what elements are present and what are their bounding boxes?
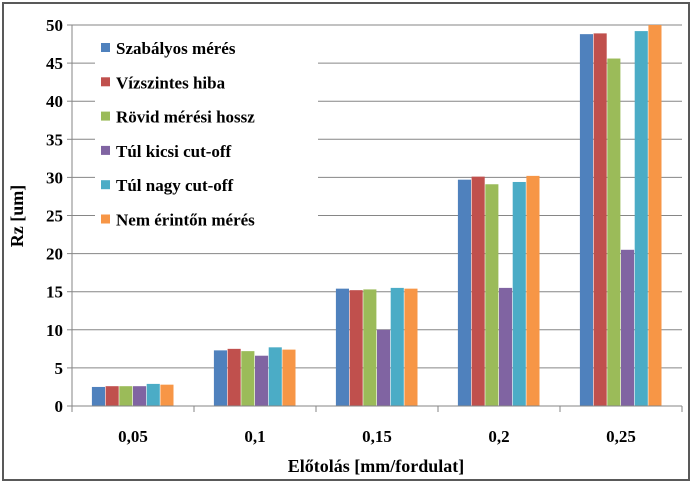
bar <box>213 350 227 406</box>
bar <box>499 287 513 406</box>
y-tick-label: 45 <box>46 54 63 73</box>
legend-entry: Vízszintes hiba <box>116 73 226 92</box>
bar <box>390 287 404 406</box>
axes <box>71 25 683 412</box>
bar <box>593 33 607 407</box>
bar <box>241 351 255 406</box>
bar <box>634 31 648 406</box>
bar <box>607 58 621 406</box>
legend-entry: Túl kicsi cut-off <box>116 142 232 161</box>
bar <box>526 175 540 406</box>
legend-entry: Szabályos mérés <box>116 39 236 58</box>
bar <box>160 384 174 406</box>
bar <box>512 181 526 406</box>
bar <box>621 249 635 406</box>
y-tick-label: 40 <box>46 92 63 111</box>
y-tick-labels: 0 5 10 15 20 25 30 35 40 45 50 <box>46 16 63 416</box>
legend-swatch <box>101 111 110 121</box>
bar <box>105 386 119 406</box>
x-axis-title: Előtolás [mm/fordulat] <box>288 456 464 476</box>
bar <box>404 288 418 406</box>
bar <box>91 386 105 406</box>
y-tick-label: 15 <box>46 283 63 302</box>
x-tick-labels: 0,05 0,1 0,15 0,2 0,25 <box>118 427 636 446</box>
legend-swatch <box>101 43 110 52</box>
x-tick-label: 0,05 <box>118 427 148 446</box>
legend-swatch <box>101 145 110 155</box>
bar <box>648 25 662 406</box>
bar <box>282 349 296 406</box>
x-tick-label: 0,2 <box>488 427 509 446</box>
legend-swatch <box>101 77 110 87</box>
bar <box>485 184 499 406</box>
y-tick-label: 35 <box>46 130 63 149</box>
bar <box>457 179 471 406</box>
y-tick-label: 25 <box>46 207 63 226</box>
x-tick-label: 0,1 <box>244 427 265 446</box>
legend-background <box>95 35 318 240</box>
y-tick-label: 0 <box>55 397 64 416</box>
bar <box>471 176 485 406</box>
legend-entry: Nem érintőn mérés <box>116 211 255 230</box>
legend-entry: Túl nagy cut-off <box>116 176 233 195</box>
y-tick-label: 20 <box>46 245 63 264</box>
bar <box>335 288 349 406</box>
bar <box>146 383 160 406</box>
x-tick-label: 0,15 <box>362 427 392 446</box>
y-tick-label: 30 <box>46 168 63 187</box>
bars <box>91 25 662 407</box>
bar <box>579 34 593 406</box>
bar <box>133 386 147 406</box>
bar <box>363 289 377 406</box>
y-tick-label: 5 <box>55 359 64 378</box>
y-tick-label: 50 <box>46 16 63 35</box>
x-tick-label: 0,25 <box>606 427 636 446</box>
bar <box>268 347 282 406</box>
bar <box>349 290 363 406</box>
y-tick-label: 10 <box>46 321 63 340</box>
bar <box>377 329 391 406</box>
bar <box>227 348 241 406</box>
bar <box>255 355 269 406</box>
bar <box>119 386 133 406</box>
y-axis-title: Rz [um] <box>7 185 27 247</box>
legend: Szabályos mérés Vízszintes hiba Rövid méré… <box>95 35 318 240</box>
legend-swatch <box>101 214 110 224</box>
legend-swatch <box>101 180 110 190</box>
legend-entry: Rövid mérési hossz <box>116 108 255 127</box>
